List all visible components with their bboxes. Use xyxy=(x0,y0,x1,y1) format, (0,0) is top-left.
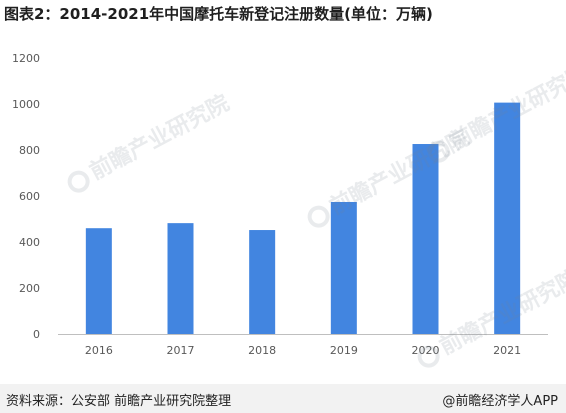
source-note: 资料来源：公安部 前瞻产业研究院整理 xyxy=(6,394,232,409)
y-tick-label: 800 xyxy=(19,144,40,157)
bar-2017 xyxy=(167,223,194,334)
bar-2018 xyxy=(249,230,276,334)
bar-2021 xyxy=(494,102,521,335)
x-tick-label: 2019 xyxy=(330,344,358,357)
y-axis-tick-labels: 0 200 400 600 800 1000 1200 xyxy=(12,52,40,341)
y-tick-label: 400 xyxy=(19,236,40,249)
x-axis-tick-labels: 2016 2017 2018 2019 2020 2021 xyxy=(85,344,521,357)
footer: 资料来源：公安部 前瞻产业研究院整理 @前瞻经济学人APP xyxy=(0,384,566,413)
chart-title: 图表2：2014-2021年中国摩托车新登记注册数量(单位：万辆) xyxy=(4,5,433,23)
bar-2020 xyxy=(412,144,439,334)
x-tick-label: 2017 xyxy=(167,344,195,357)
x-tick-label: 2018 xyxy=(248,344,276,357)
y-tick-label: 600 xyxy=(19,190,40,203)
x-tick-label: 2021 xyxy=(493,344,521,357)
y-tick-label: 1000 xyxy=(12,98,40,111)
bar-2016 xyxy=(85,228,112,334)
bar-series xyxy=(85,102,521,335)
x-tick-label: 2020 xyxy=(412,344,440,357)
bar-2019 xyxy=(330,201,357,334)
brand-label: @前瞻经济学人APP xyxy=(442,394,558,409)
y-tick-label: 200 xyxy=(19,282,40,295)
y-tick-label: 0 xyxy=(33,328,40,341)
x-tick-label: 2016 xyxy=(85,344,113,357)
y-tick-label: 1200 xyxy=(12,52,40,65)
